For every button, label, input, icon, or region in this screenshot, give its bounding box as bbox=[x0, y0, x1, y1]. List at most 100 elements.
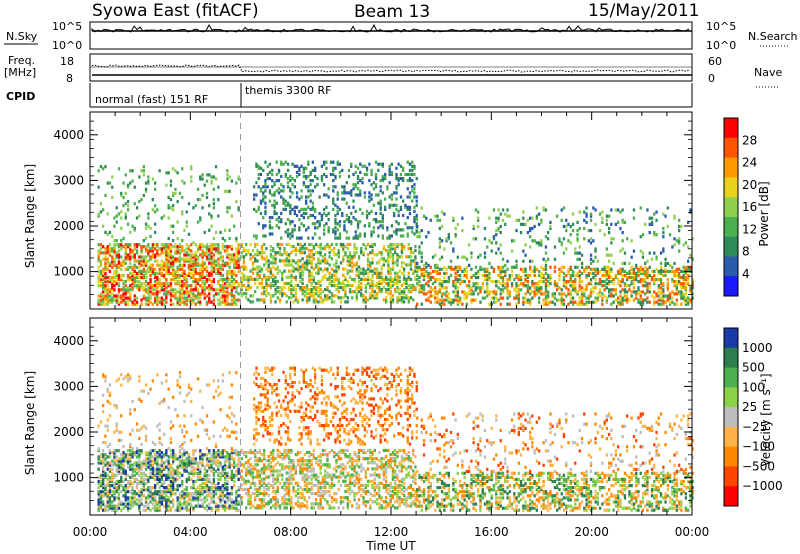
echo-cell bbox=[362, 268, 364, 271]
echo-cell bbox=[204, 262, 206, 265]
echo-cell bbox=[154, 490, 156, 493]
echo-cell bbox=[125, 280, 127, 283]
echo-cell bbox=[390, 284, 392, 287]
echo-cell bbox=[349, 251, 351, 254]
echo-cell bbox=[376, 282, 378, 285]
echo-cell bbox=[390, 243, 392, 246]
echo-cell bbox=[579, 258, 581, 261]
echo-cell bbox=[341, 212, 343, 215]
echo-cell bbox=[247, 284, 249, 287]
echo-cell bbox=[583, 268, 585, 271]
echo-cell bbox=[172, 245, 174, 248]
echo-cell bbox=[314, 226, 316, 229]
echo-cell bbox=[344, 251, 346, 254]
freq-tick-top: 18 bbox=[60, 55, 74, 68]
echo-cell bbox=[325, 167, 327, 170]
echo-cell bbox=[286, 257, 288, 260]
echo-cell bbox=[678, 272, 680, 275]
echo-cell bbox=[306, 255, 308, 258]
echo-cell bbox=[143, 274, 145, 277]
echo-cell bbox=[145, 505, 147, 508]
echo-cell bbox=[651, 270, 653, 273]
echo-cell bbox=[325, 193, 327, 196]
echo-cell bbox=[658, 270, 660, 273]
echo-cell bbox=[233, 258, 235, 261]
echo-cell bbox=[156, 500, 158, 503]
echo-cell bbox=[391, 224, 393, 227]
echo-cell bbox=[329, 255, 331, 258]
echo-cell bbox=[348, 169, 350, 172]
echo-cell bbox=[319, 212, 321, 215]
echo-cell bbox=[179, 280, 181, 283]
echo-cell bbox=[401, 296, 403, 299]
echo-cell bbox=[217, 186, 219, 189]
echo-cell bbox=[161, 272, 163, 275]
echo-cell bbox=[100, 299, 102, 302]
echo-cell bbox=[502, 297, 504, 300]
echo-cell bbox=[170, 198, 172, 201]
echo-cell bbox=[102, 509, 104, 512]
echo-cell bbox=[524, 254, 526, 257]
echo-cell bbox=[358, 265, 360, 268]
echo-cell bbox=[107, 233, 109, 236]
echo-cell bbox=[116, 221, 118, 224]
echo-cell bbox=[455, 266, 457, 269]
echo-cell bbox=[143, 294, 145, 297]
echo-cell bbox=[320, 296, 322, 299]
echo-cell bbox=[326, 243, 328, 246]
echo-cell bbox=[304, 290, 306, 293]
echo-cell bbox=[610, 268, 612, 271]
echo-cell bbox=[170, 480, 172, 483]
echo-cell bbox=[413, 195, 415, 198]
echo-cell bbox=[279, 290, 281, 293]
echo-cell bbox=[392, 243, 394, 246]
echo-cell bbox=[473, 274, 475, 277]
echo-cell bbox=[125, 503, 127, 506]
echo-cell bbox=[411, 189, 413, 192]
echo-cell bbox=[165, 466, 167, 469]
echo-cell bbox=[283, 292, 285, 295]
echo-cell bbox=[136, 503, 138, 506]
echo-cell bbox=[235, 274, 237, 277]
echo-cell bbox=[502, 276, 504, 279]
echo-cell bbox=[385, 249, 387, 252]
echo-cell bbox=[215, 272, 217, 275]
echo-cell bbox=[179, 476, 181, 479]
echo-cell bbox=[579, 274, 581, 277]
echo-cell bbox=[515, 264, 517, 267]
echo-cell bbox=[127, 286, 129, 289]
echo-cell bbox=[538, 284, 540, 287]
echo-cell bbox=[518, 274, 520, 277]
echo-cell bbox=[529, 227, 531, 230]
echo-cell bbox=[563, 303, 565, 306]
echo-cell bbox=[599, 294, 601, 297]
echo-cell bbox=[531, 290, 533, 293]
echo-cell bbox=[547, 258, 549, 261]
echo-cell bbox=[129, 476, 131, 479]
echo-cell bbox=[637, 292, 639, 295]
echo-cell bbox=[520, 282, 522, 285]
echo-cell bbox=[156, 459, 158, 462]
echo-cell bbox=[328, 218, 330, 221]
echo-cell bbox=[594, 278, 596, 281]
echo-cell bbox=[660, 303, 662, 306]
echo-cell bbox=[143, 282, 145, 285]
echo-cell bbox=[538, 213, 540, 216]
echo-cell bbox=[262, 185, 264, 188]
y-tick-label: 4000 bbox=[53, 128, 84, 142]
echo-cell bbox=[466, 284, 468, 287]
echo-cell bbox=[118, 492, 120, 495]
echo-cell bbox=[154, 478, 156, 481]
echo-cell bbox=[381, 251, 383, 254]
echo-cell bbox=[342, 296, 344, 299]
echo-cell bbox=[304, 286, 306, 289]
echo-cell bbox=[500, 282, 502, 285]
echo-cell bbox=[520, 223, 522, 226]
nave-tick-top: 60 bbox=[708, 55, 722, 68]
echo-cell bbox=[667, 294, 669, 297]
echo-cell bbox=[441, 256, 443, 259]
echo-cell bbox=[260, 173, 262, 176]
echo-cell bbox=[617, 208, 619, 211]
echo-cell bbox=[307, 226, 309, 229]
echo-cell bbox=[619, 268, 621, 271]
